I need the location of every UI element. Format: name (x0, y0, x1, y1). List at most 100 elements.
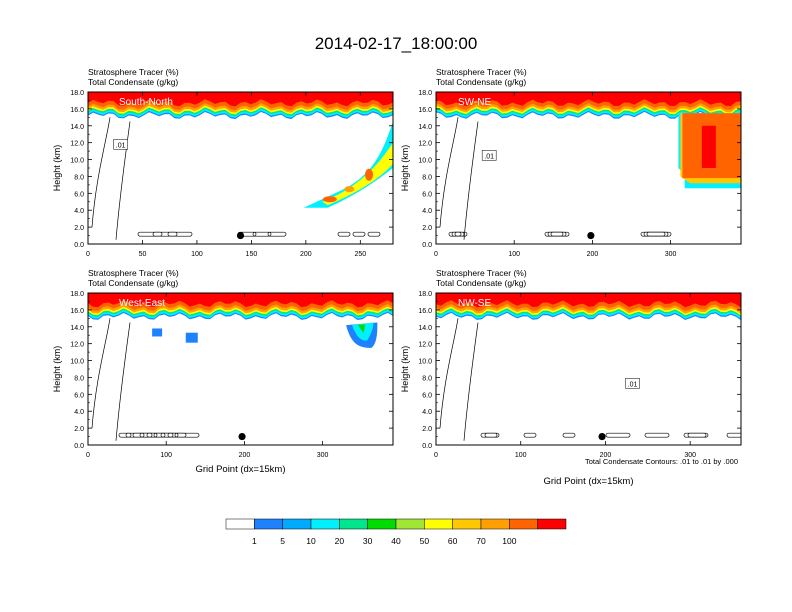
y-tick-label: 10.0 (70, 359, 84, 366)
tracer-blob (152, 322, 378, 348)
colorbar-swatch (537, 518, 567, 530)
y-tick-label: 10.0 (418, 359, 432, 366)
y-axis-label: Height (km) (52, 346, 62, 393)
y-tick-label: 2.0 (74, 225, 84, 232)
colorbar-swatch (225, 518, 255, 530)
colorbar-label: 1 (252, 536, 257, 546)
y-tick-label: 12.0 (70, 342, 84, 349)
x-tick-label: 50 (139, 251, 147, 258)
location-marker (598, 432, 606, 441)
colorbar-swatch (282, 518, 312, 530)
y-tick-label: 8.0 (422, 375, 432, 382)
tracer-intrusion (303, 121, 393, 208)
tracer-layer (88, 293, 393, 308)
location-marker (238, 432, 246, 441)
y-tick-label: 16.0 (418, 107, 432, 114)
colorbar-swatch (395, 518, 425, 530)
x-tick-label: 300 (665, 251, 677, 258)
colorbar-label: 10 (306, 536, 316, 546)
condensate-contours (439, 117, 672, 240)
y-tick-label: 18.0 (70, 291, 84, 298)
colorbar-label: 60 (448, 536, 458, 546)
contour-label: .01 (113, 139, 128, 150)
panel-var1-label: Stratosphere Tracer (%) (436, 67, 527, 77)
colorbar-swatch (452, 518, 482, 530)
colorbar-label: 30 (363, 536, 373, 546)
y-tick-label: 18.0 (70, 90, 84, 97)
y-tick-label: 4.0 (422, 208, 432, 215)
panel-title: NW-SE (458, 298, 491, 309)
colorbar-label: 70 (476, 536, 486, 546)
colorbar-label: 20 (335, 536, 345, 546)
tracer-layer (436, 293, 741, 308)
tracer-layer (88, 92, 393, 107)
colorbar-label: 5 (280, 536, 285, 546)
x-tick-label: 100 (160, 452, 172, 459)
tracer-layer (436, 92, 741, 107)
location-marker (236, 231, 245, 240)
x-tick-label: 200 (587, 251, 599, 258)
colorbar-swatch (509, 518, 538, 530)
panel-var2-label: Total Condensate (g/kg) (88, 77, 178, 87)
y-tick-label: 2.0 (422, 426, 432, 433)
y-tick-label: 16.0 (70, 107, 84, 114)
y-tick-label: 0.0 (422, 242, 432, 249)
y-axis-label: Height (km) (52, 145, 62, 192)
colorbar: 1 5 10 20 30 40 50 60 70 100 (225, 518, 567, 546)
x-tick-label: 300 (684, 452, 696, 459)
x-tick-label: 300 (317, 452, 329, 459)
y-tick-label: 6.0 (422, 191, 432, 198)
panel-south-north: .01 South-North Stratosphere Tracer (%)Tot… (52, 67, 394, 258)
plot-area: .01 (436, 293, 741, 441)
panel-west-east: West-East Stratosphere Tracer (%)Total Co… (52, 268, 394, 475)
colorbar-label: 50 (420, 536, 430, 546)
x-axis-label: Grid Point (dx=15km) (543, 476, 633, 487)
colorbar-swatch (254, 518, 283, 530)
x-tick-label: 250 (354, 251, 366, 258)
condensate-contours (91, 318, 200, 441)
colorbar-swatch (480, 518, 510, 530)
panel-var1-label: Stratosphere Tracer (%) (436, 268, 527, 278)
colorbar-swatch (310, 518, 340, 530)
y-tick-label: 4.0 (74, 208, 84, 215)
contour-label: .01 (625, 378, 640, 389)
y-tick-label: 14.0 (70, 325, 84, 332)
panel-sw-ne: .01 SW-NE Stratosphere Tracer (%)Total Con… (400, 67, 742, 258)
contour-label: .01 (481, 150, 497, 161)
condensate-contours (91, 117, 381, 240)
y-tick-label: 18.0 (418, 90, 432, 97)
y-axis-label: Height (km) (400, 346, 410, 393)
y-tick-label: 10.0 (70, 158, 84, 165)
plot-area: .01 (88, 92, 393, 240)
plot-area: .01 (436, 92, 741, 240)
y-tick-label: 2.0 (74, 426, 84, 433)
x-tick-label: 150 (246, 251, 258, 258)
panel-var2-label: Total Condensate (g/kg) (88, 278, 178, 288)
contour-label-text: .01 (116, 142, 126, 149)
y-tick-label: 0.0 (422, 443, 432, 450)
y-tick-label: 8.0 (74, 375, 84, 382)
panel-title: South-North (119, 97, 173, 108)
location-marker (587, 231, 595, 240)
x-tick-label: 100 (191, 251, 203, 258)
y-tick-label: 0.0 (74, 242, 84, 249)
condensate-contours (439, 318, 741, 441)
y-tick-label: 12.0 (418, 141, 432, 148)
y-tick-label: 0.0 (74, 443, 84, 450)
x-tick-label: 200 (600, 452, 612, 459)
panel-title: West-East (119, 298, 165, 309)
y-tick-label: 6.0 (74, 191, 84, 198)
y-tick-label: 6.0 (422, 392, 432, 399)
y-axis-label: Height (km) (400, 145, 410, 192)
y-tick-label: 14.0 (70, 124, 84, 131)
x-tick-label: 200 (300, 251, 312, 258)
y-tick-label: 10.0 (418, 158, 432, 165)
panel-var1-label: Stratosphere Tracer (%) (88, 67, 179, 77)
contour-label-text: .01 (628, 381, 638, 388)
y-tick-label: 16.0 (70, 308, 84, 315)
panel-var2-label: Total Condensate (g/kg) (436, 278, 526, 288)
colorbar-swatch (367, 518, 397, 530)
x-axis-label: Grid Point (dx=15km) (195, 464, 285, 475)
